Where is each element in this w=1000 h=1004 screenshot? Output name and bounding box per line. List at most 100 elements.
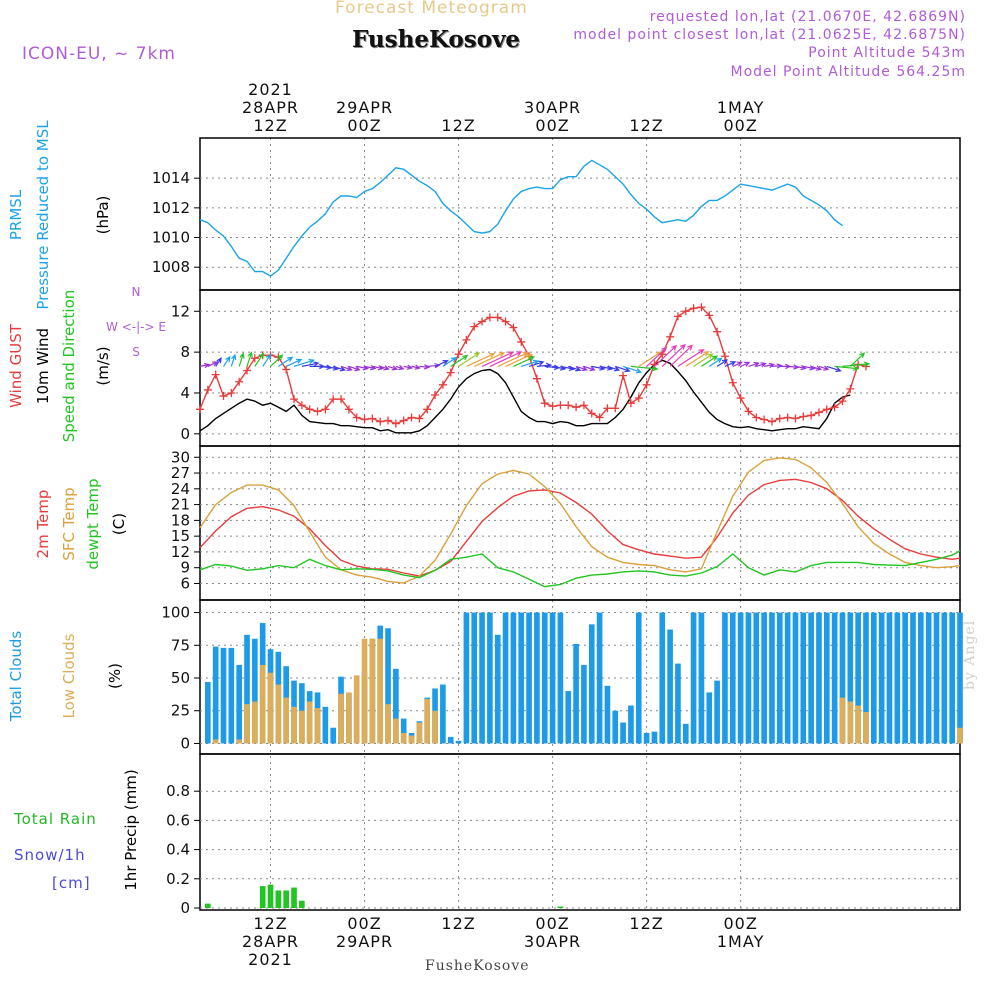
panel-wind-wind-direction-arrow-17 [333, 365, 346, 372]
panel-temperature-tick-label-0: 6 [180, 574, 190, 592]
panel-clouds-total-clouds-bar-46 [565, 691, 572, 744]
panel-temperature-ylabel-2: dewpt Temp [84, 478, 102, 569]
panel-wind-wind-direction-arrow-72 [763, 362, 775, 368]
top-time-label-3-0: 30APR [524, 98, 581, 117]
panel-wind-wind-gust-marker-79 [814, 408, 823, 417]
panel-temperature-tick-label-8: 30 [171, 448, 190, 466]
panel-clouds-low-clouds-bar-29 [432, 710, 438, 744]
panel-clouds-total-clouds-bar-51 [604, 685, 611, 744]
panel-wind-wind-gust-marker-61 [673, 312, 682, 321]
panel-wind-wind-gust-marker-3 [219, 392, 228, 401]
panel-wind-wind-gust-marker-50 [587, 409, 596, 418]
panel-clouds-total-clouds-bar-50 [596, 612, 603, 744]
panel-clouds-low-clouds-bar-26 [408, 735, 415, 744]
panel-wind-wind-direction-arrow-82 [842, 361, 871, 368]
panel-wind-wind-direction-arrow-73 [771, 363, 783, 369]
panel-clouds-total-clouds-bar-91 [918, 612, 924, 744]
panel-wind-wind-direction-arrow-38 [497, 352, 529, 367]
panel-clouds-total-clouds-bar-93 [933, 612, 940, 744]
panel-wind-wind-gust-marker-67 [720, 352, 729, 361]
panel-wind-wind-gust-marker-21 [360, 415, 369, 424]
panel-wind-wind-direction-arrow-57 [646, 346, 668, 367]
place-title: FusheKosove [352, 26, 521, 53]
bottom-time-label-0-2: 2021 [248, 950, 293, 969]
panel-wind-wind-direction-arrow-24 [387, 365, 399, 371]
panel-wind-wind-gust-marker-18 [337, 395, 346, 404]
panel-clouds-total-clouds-bar-54 [628, 705, 634, 744]
panel-clouds-total-clouds-bar-65 [714, 680, 720, 744]
panel-clouds-total-clouds-bar-63 [698, 612, 705, 744]
panel-wind-wind-gust-marker-2 [211, 370, 220, 379]
panel-wind-wind-direction-arrow-49 [583, 365, 596, 372]
panel-wind-wind-direction-arrow-53 [615, 365, 631, 373]
panel-temperature-tick-label-4: 18 [171, 511, 190, 529]
panel-wind-wind-direction-arrow-40 [513, 356, 536, 367]
panel-wind-wind-direction-arrow-7 [254, 352, 265, 367]
panel-clouds-low-clouds-bar-24 [393, 718, 399, 744]
panel-wind-wind-gust-marker-66 [713, 327, 722, 336]
panel-clouds-low-clouds-bar-8 [267, 672, 274, 744]
panel-wind-wind-gust-marker-74 [775, 414, 784, 423]
panel-wind-wind-gust-marker-55 [626, 399, 635, 408]
panel-clouds-low-clouds-bar-27 [416, 722, 423, 744]
panel-clouds-low-clouds-bar-81 [839, 697, 846, 744]
panel-clouds-low-clouds-bar-25 [400, 732, 407, 744]
panel-clouds-low-clouds-bar-10 [283, 697, 290, 744]
panel-clouds-total-clouds-bar-15 [322, 706, 329, 744]
top-time-label-1-0: 29APR [336, 98, 393, 117]
legend-snow: Snow/1h [14, 846, 86, 864]
panel-clouds-low-clouds-bar-1 [212, 739, 219, 744]
bottom-time-label-0-1: 28APR [242, 932, 299, 951]
panel-wind-wind-gust-marker-20 [352, 413, 361, 422]
panel-clouds-total-clouds-bar-58 [659, 612, 666, 744]
panel-wind-wind-direction-arrow-11 [285, 358, 303, 367]
panel-precip-total-rain-bar-10 [557, 906, 564, 908]
panel-clouds-total-clouds-bar-1 [212, 646, 219, 744]
panel-wind-wind-gust-marker-78 [807, 411, 816, 420]
panel-clouds-total-clouds-bar-0 [205, 681, 211, 744]
panel-clouds-total-clouds-bar-92 [925, 612, 932, 744]
panel-wind-wind-gust-marker-26 [399, 416, 408, 425]
bottom-time-label-3-0: 00Z [535, 914, 569, 933]
panel-wind-wind-gust-marker-15 [313, 407, 322, 416]
bottom-time-label-4-0: 12Z [629, 914, 663, 933]
panel-wind-wind-gust-marker-68 [728, 378, 737, 387]
panel-clouds-total-clouds-bar-44 [549, 612, 556, 744]
panel-wind-wind-gust-marker-64 [697, 303, 706, 312]
bottom-time-label-5-1: 1MAY [717, 932, 764, 951]
panel-clouds-total-clouds-bar-48 [581, 664, 587, 744]
top-time-label-2-0: 12Z [441, 116, 475, 135]
panel-clouds-total-clouds-bar-5 [244, 634, 250, 744]
panel-wind-wind-direction-arrow-8 [262, 353, 272, 367]
panel-clouds-low-clouds-bar-14 [314, 708, 321, 744]
panel-wind-wind-direction-arrow-5 [238, 352, 245, 367]
panel-wind-wind-gust-marker-73 [767, 417, 776, 426]
panel-clouds-total-clouds-bar-36 [487, 612, 493, 744]
panel-temperature-tick-label-2: 12 [171, 543, 190, 561]
panel-wind-wind-direction-arrow-1 [207, 361, 219, 367]
panel-wind-wind-direction-arrow-41 [521, 359, 540, 367]
panel-wind-wind-direction-arrow-35 [473, 352, 506, 367]
panel-wind-wind-direction-arrow-21 [364, 365, 377, 371]
panel-clouds-total-clouds-bar-74 [784, 612, 791, 744]
panel-wind-wind-direction-arrow-12 [293, 358, 315, 367]
panel-clouds-ylabel-2: (%) [106, 663, 124, 689]
panel-wind-wind-direction-arrow-0 [199, 362, 211, 369]
panel-clouds-total-clouds-bar-87 [886, 612, 893, 744]
panel-precip-ylabel-0: 1hr Precip (mm) [122, 769, 140, 890]
panel-clouds-tick-label-1: 25 [171, 702, 190, 720]
panel-wind-wind-gust-marker-14 [305, 405, 314, 414]
panel-wind-wind-gust-marker-76 [791, 414, 800, 423]
panel-wind-wind-gust-marker-49 [579, 401, 588, 410]
panel-clouds-total-clouds-bar-83 [855, 612, 861, 744]
panel-precip-total-rain-bar-2 [259, 886, 266, 908]
bottom-time-label-1-1: 29APR [336, 932, 393, 951]
panel-clouds-total-clouds-bar-71 [761, 612, 767, 744]
panel-clouds-total-clouds-bar-53 [620, 722, 626, 744]
panel-wind-wind-gust-marker-32 [446, 368, 455, 377]
top-time-label-3-1: 00Z [535, 116, 569, 135]
closest-coords: model point closest lon,lat (21.0625E, 4… [573, 27, 966, 43]
panel-clouds-low-clouds-bar-83 [855, 705, 861, 744]
panel-pressure-tick-label-2: 1012 [152, 199, 190, 217]
panel-clouds-total-clouds-bar-73 [776, 612, 783, 744]
